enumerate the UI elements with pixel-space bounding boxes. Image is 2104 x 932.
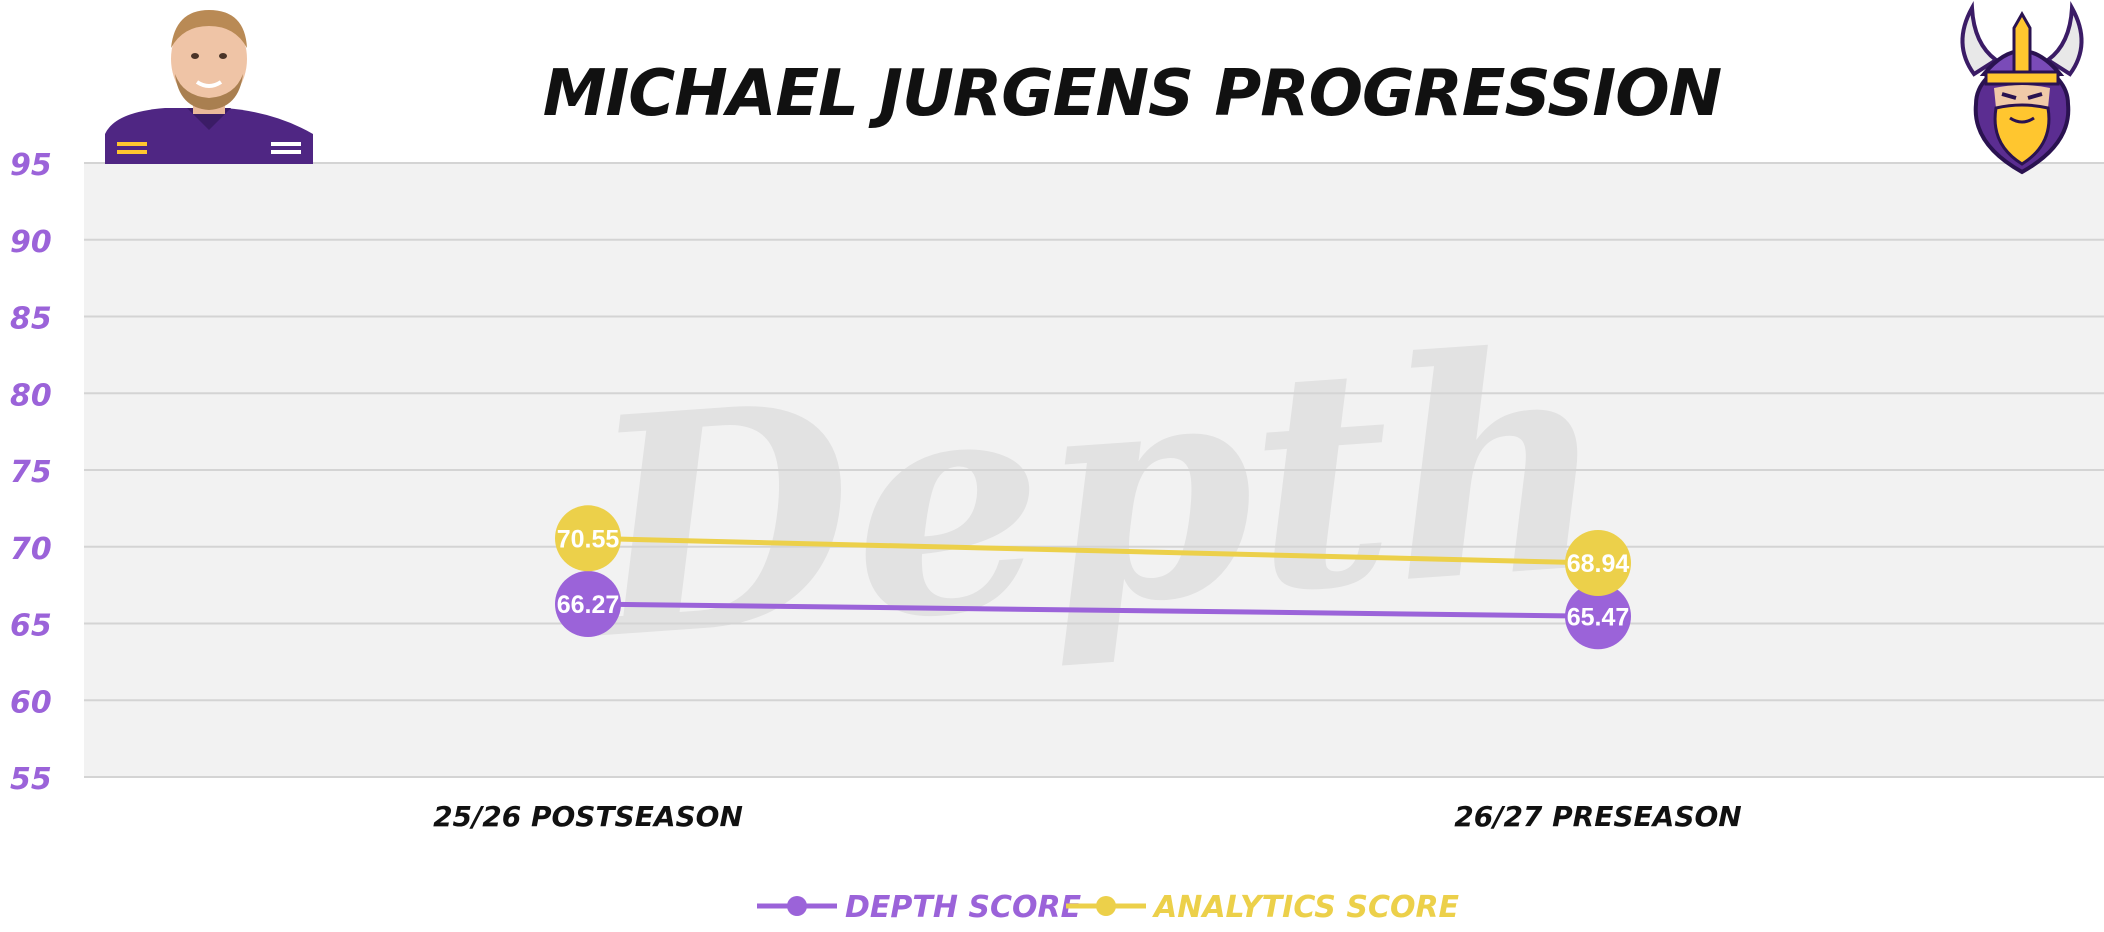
y-tick-label: 75 <box>10 455 52 490</box>
data-label: 66.27 <box>557 591 620 619</box>
data-point <box>1565 583 1631 650</box>
x-tick-label: 25/26 POSTSEASON <box>433 800 743 833</box>
legend-item-depth: DEPTH SCORE <box>757 890 1082 925</box>
y-axis-ticks: 95 90 85 80 75 70 65 60 55 <box>10 148 52 797</box>
series-line-depth <box>587 601 1599 619</box>
depth-watermark: Depth <box>571 283 1620 707</box>
x-tick-label: 26/27 PRESEASON <box>1454 800 1741 833</box>
data-label: 70.55 <box>557 525 620 553</box>
y-tick-label: 60 <box>10 685 52 720</box>
series-points: 66.27 65.47 70.55 68.94 <box>555 505 1631 650</box>
y-tick-label: 85 <box>10 302 52 337</box>
player-photo <box>105 10 313 164</box>
data-label: 65.47 <box>1567 603 1630 631</box>
x-axis-ticks: 25/26 POSTSEASON 26/27 PRESEASON <box>433 800 1742 833</box>
y-tick-label: 90 <box>10 225 52 260</box>
data-point <box>555 505 621 572</box>
y-tick-label: 70 <box>10 532 52 567</box>
y-tick-label: 80 <box>10 378 52 413</box>
data-label: 68.94 <box>1567 550 1630 578</box>
chart-title: MICHAEL JURGENS PROGRESSION <box>543 57 1722 131</box>
data-point <box>555 571 621 638</box>
y-tick-label: 55 <box>10 762 52 797</box>
viking-logo <box>1960 0 2084 175</box>
series-line-analytics <box>587 535 1599 566</box>
y-tick-label: 65 <box>10 609 52 644</box>
legend-label-depth: DEPTH SCORE <box>845 890 1082 925</box>
series-lines <box>587 535 1599 619</box>
legend-label-analytics: ANALYTICS SCORE <box>1152 890 1460 925</box>
gridlines <box>84 162 2104 778</box>
legend-item-analytics: ANALYTICS SCORE <box>1066 890 1460 925</box>
data-point <box>1565 530 1631 597</box>
y-tick-label: 95 <box>10 148 52 183</box>
legend: DEPTH SCORE ANALYTICS SCORE <box>757 890 1460 925</box>
